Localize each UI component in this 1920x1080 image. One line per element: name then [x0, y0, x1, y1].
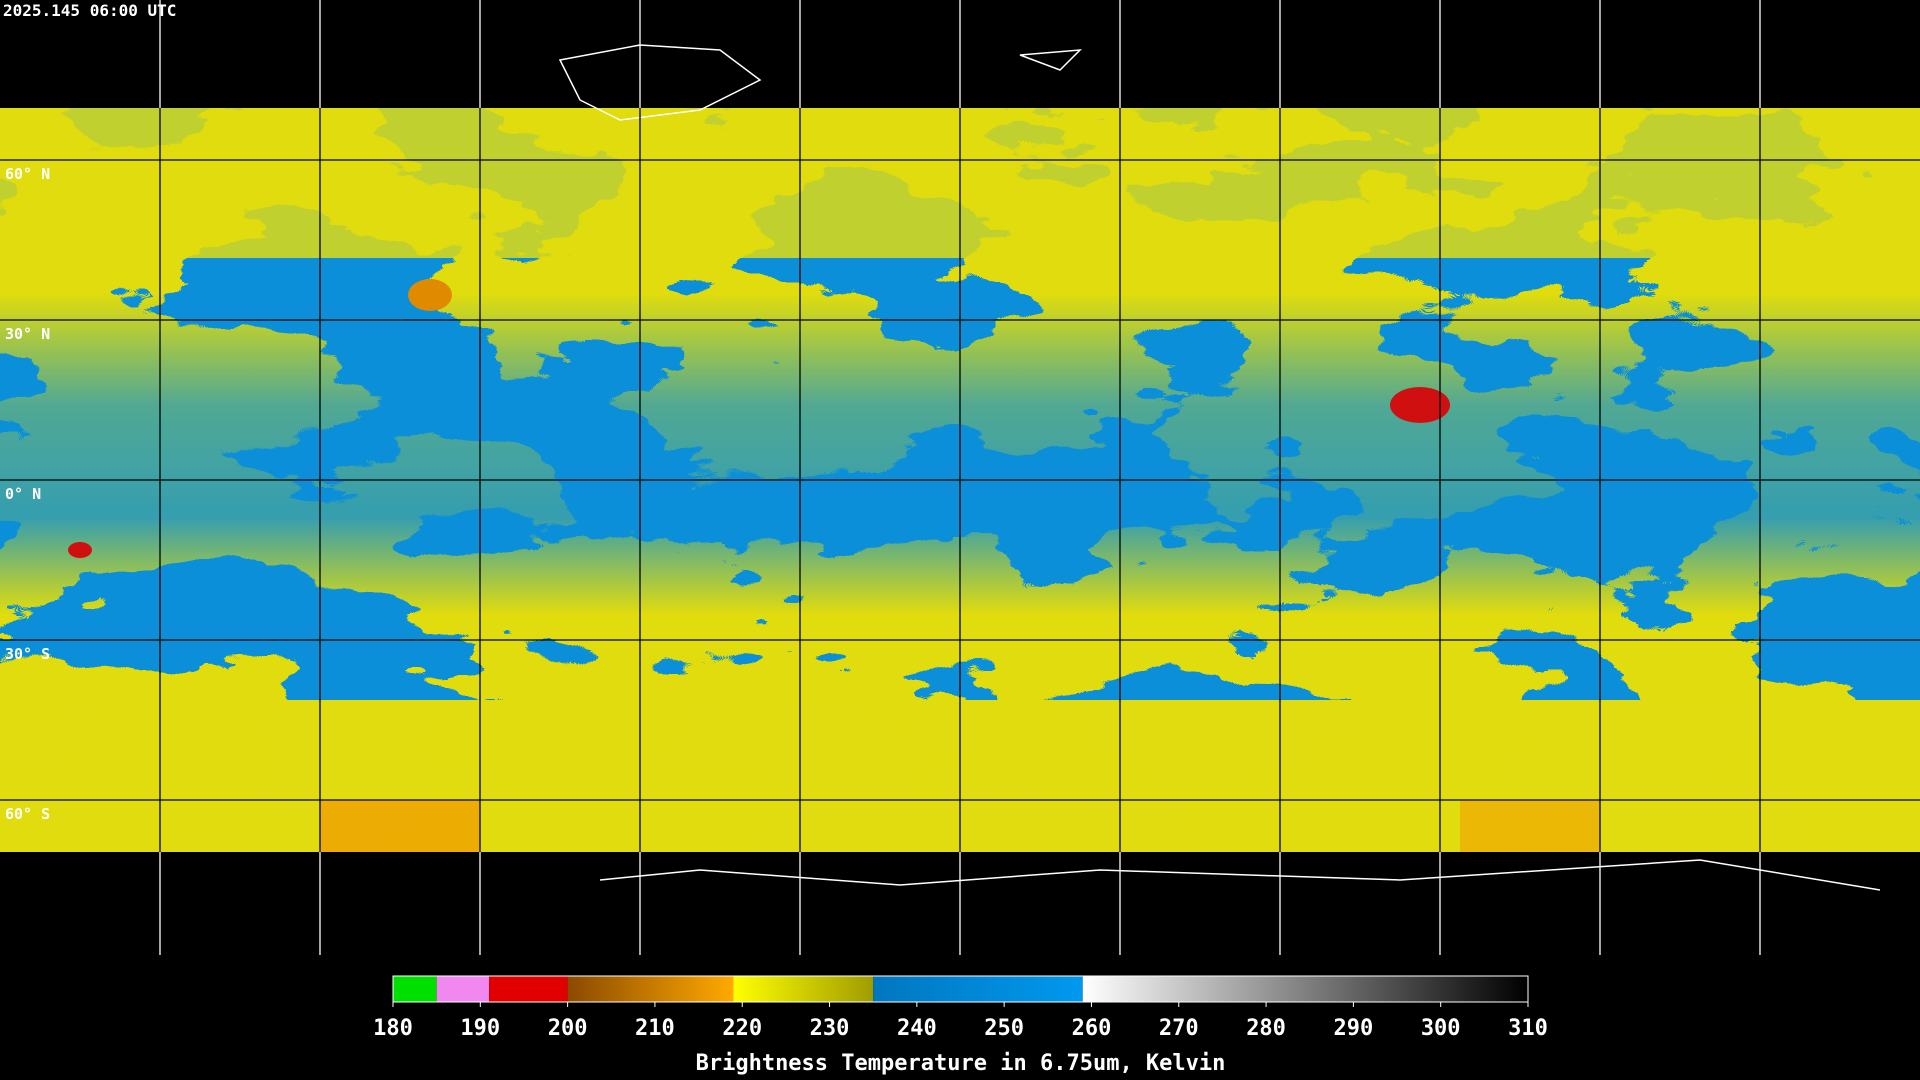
colorbar-tick-label: 180: [373, 1016, 413, 1041]
storm: [1390, 387, 1450, 423]
colorbar-segment: [489, 976, 568, 1002]
colorbar-tick-label: 280: [1246, 1016, 1286, 1041]
storm: [408, 279, 452, 311]
latitude-label: 60° S: [5, 805, 50, 823]
colorbar-segment: [393, 976, 437, 1002]
colorbar-tick-label: 220: [722, 1016, 762, 1041]
colorbar-segment: [733, 976, 874, 1002]
colorbar-frame: [392, 975, 1529, 1003]
colorbar-tick-label: 270: [1159, 1016, 1199, 1041]
colorbar-segment: [1082, 976, 1528, 1002]
latitude-label: 30° N: [5, 325, 50, 343]
colorbar-tick-label: 300: [1421, 1016, 1461, 1041]
colorbar-tick-label: 240: [897, 1016, 937, 1041]
colorbar-segment: [567, 976, 734, 1002]
colorbar-tick-label: 210: [635, 1016, 675, 1041]
colorbar-title: Brightness Temperature in 6.75um, Kelvin: [696, 1051, 1226, 1076]
colorbar-tick-label: 290: [1334, 1016, 1374, 1041]
latitude-label: 30° S: [5, 645, 50, 663]
storm: [68, 542, 92, 558]
cold-region: [1460, 800, 1600, 852]
latitude-label: 60° N: [5, 165, 50, 183]
colorbar-tick-label: 200: [548, 1016, 588, 1041]
coastline: [558, 44, 1082, 121]
coastline: [599, 859, 1881, 891]
colorbar: 180 190 200 210 220 230 240 250 260 270 280 290 300 3…: [373, 975, 1548, 1076]
colorbar-tick-label: 190: [460, 1016, 500, 1041]
colorbar-segment: [873, 976, 1083, 1002]
colorbar-tick-label: 230: [810, 1016, 850, 1041]
colorbar-tick-label: 250: [984, 1016, 1024, 1041]
cold-region: [320, 800, 480, 852]
map: 60° N 30° N 0° N 30° S 60° S 2025.145 06:00 …: [0, 0, 1920, 955]
colorbar-tick-label: 310: [1508, 1016, 1548, 1041]
latitude-label: 0° N: [5, 485, 41, 503]
latitude-lines: 60° N 30° N 0° N 30° S 60° S: [0, 108, 1920, 852]
colorbar-segment: [436, 976, 490, 1002]
colorbar-tick-label: 260: [1072, 1016, 1112, 1041]
timestamp: 2025.145 06:00 UTC: [3, 1, 176, 20]
